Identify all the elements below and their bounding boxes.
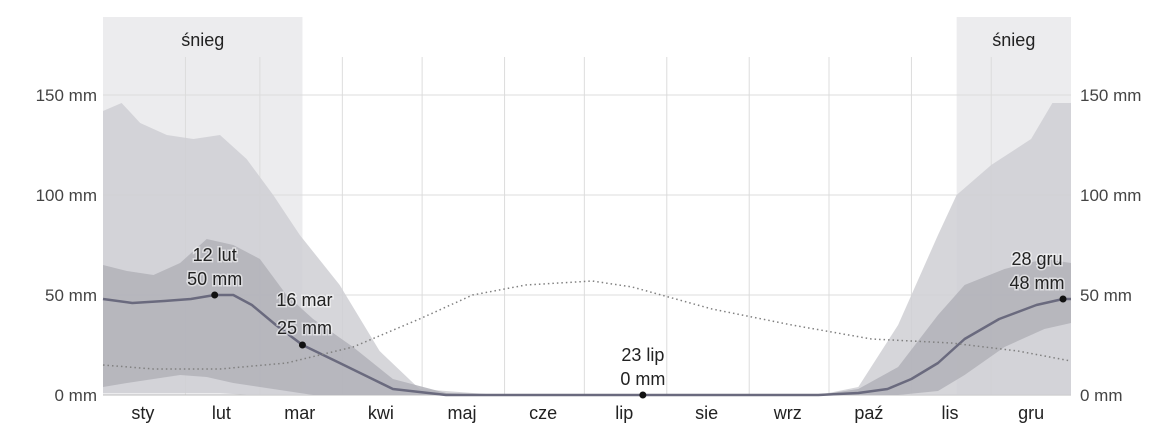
x-tick-label-month: lip bbox=[615, 403, 633, 423]
x-tick-label-month: sty bbox=[131, 403, 154, 423]
x-tick-label-month: sie bbox=[695, 403, 718, 423]
y-tick-label-left: 0 mm bbox=[55, 386, 98, 405]
annotation-value: 50 mm bbox=[187, 269, 242, 289]
percentile-band-outer bbox=[103, 103, 1071, 395]
annotation-date: 16 mar bbox=[276, 290, 332, 310]
annotation-point bbox=[1059, 295, 1067, 303]
snow-period-label: śnieg bbox=[992, 30, 1035, 50]
x-tick-label-month: kwi bbox=[368, 403, 394, 423]
x-tick-label-month: gru bbox=[1018, 403, 1044, 423]
snow-period-label: śnieg bbox=[181, 30, 224, 50]
annotation-value: 0 mm bbox=[620, 369, 665, 389]
annotation-date: 12 lut bbox=[193, 245, 237, 265]
annotation-point bbox=[639, 391, 647, 399]
percentile-bands bbox=[103, 103, 1071, 395]
x-tick-label-month: lis bbox=[942, 403, 959, 423]
annotation-point bbox=[298, 341, 306, 349]
percentile-band-inner bbox=[103, 239, 1071, 395]
median-line bbox=[102, 293, 1071, 397]
annotation-value: 48 mm bbox=[1010, 273, 1065, 293]
annotation-value: 25 mm bbox=[277, 318, 332, 338]
x-tick-label-month: wrz bbox=[773, 403, 802, 423]
y-tick-label-right: 0 mm bbox=[1080, 386, 1123, 405]
x-tick-label-month: lut bbox=[212, 403, 231, 423]
x-tick-label-month: paź bbox=[854, 403, 883, 423]
x-tick-label-month: cze bbox=[529, 403, 557, 423]
annotation-date: 23 lip bbox=[621, 345, 664, 365]
secondary-dotted-line bbox=[102, 280, 1072, 370]
annotations: 12 lut 50 mm 16 mar 25 mm 23 lip 0 mm 28 gru 48… bbox=[186, 244, 1067, 399]
y-tick-label-left: 150 mm bbox=[36, 86, 97, 105]
annotation-date: 28 gru bbox=[1011, 249, 1062, 269]
annotation-point bbox=[211, 291, 219, 299]
y-tick-label-left: 100 mm bbox=[36, 186, 97, 205]
y-tick-label-left: 50 mm bbox=[45, 286, 97, 305]
y-tick-label-right: 50 mm bbox=[1080, 286, 1132, 305]
axis-labels: 0 mm 0 mm 50 mm 50 mm 100 mm 100 mm 150 mm 150 … bbox=[36, 86, 1142, 423]
x-tick-label-month: mar bbox=[284, 403, 315, 423]
y-tick-label-right: 100 mm bbox=[1080, 186, 1141, 205]
y-tick-label-right: 150 mm bbox=[1080, 86, 1141, 105]
x-tick-label-month: maj bbox=[448, 403, 477, 423]
data-lines bbox=[102, 280, 1072, 397]
